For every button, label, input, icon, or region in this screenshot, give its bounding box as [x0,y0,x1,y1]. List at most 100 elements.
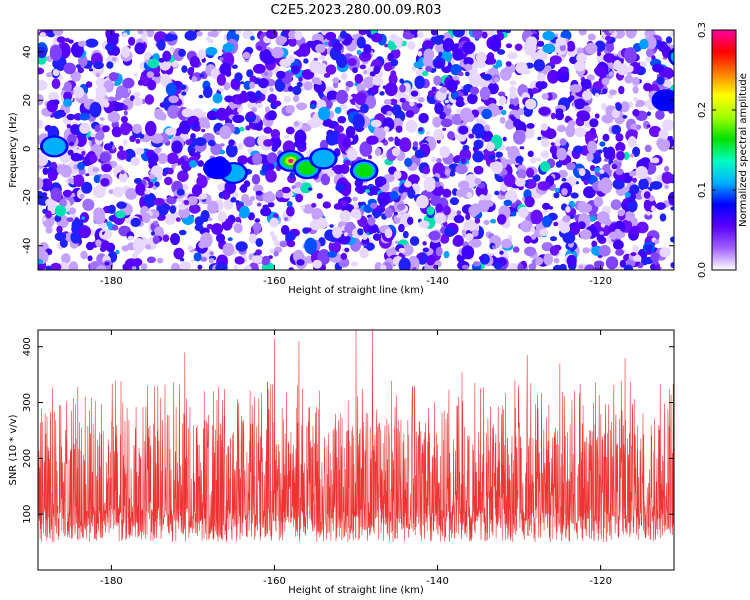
heatmap-cell [377,192,391,206]
heatmap-cell [95,72,101,78]
heatmap-cell [453,235,464,247]
heatmap-cell [601,114,614,124]
heatmap-cell [265,30,278,40]
heatmap-cell [82,198,95,211]
heatmap-cell [499,250,504,255]
heatmap-cell [549,245,560,256]
heatmap-cell [594,113,600,119]
heatmap-cell [632,245,640,253]
heatmap-cell [602,133,610,142]
heatmap-cell [191,259,196,263]
heatmap-cell [347,57,357,67]
heatmap-cell [256,45,263,51]
heatmap-cell [78,112,91,121]
heatmap-cell [610,199,622,211]
heatmap-cell [661,171,674,184]
heatmap-cell [144,189,151,195]
heatmap-cell [246,69,254,78]
heatmap-cell [281,186,291,194]
heatmap-cell [39,32,47,38]
heatmap-cell [197,264,203,270]
heatmap-cell [490,218,497,224]
heatmap-cell [232,191,239,199]
heatmap-cell [53,30,64,36]
heatmap-cell [614,228,621,234]
heatmap-cell [194,137,207,147]
heatmap-cell [356,36,366,49]
heatmap-cell [262,55,276,65]
heatmap-cell [464,63,473,71]
heatmap-cell [53,110,63,119]
heatmap-cell [139,133,145,139]
heatmap-cell [223,82,231,91]
heatmap-cell [565,124,576,138]
heatmap-cell [514,177,526,187]
heatmap-cell [252,63,266,74]
heatmap-cell [80,250,88,260]
heatmap-cell [413,61,424,69]
heatmap-cell [66,113,75,121]
heatmap-cell [303,81,313,91]
heatmap-cell [407,216,414,225]
heatmap-cell [146,256,156,264]
heatmap-cell [401,244,414,256]
heatmap-cell [88,68,94,72]
heatmap-cell [164,213,176,225]
snr-y-axis-label: SNR (10 * v/v) [8,414,19,485]
heatmap-cell [371,32,383,43]
heatmap-cell [561,188,568,196]
heatmap-cell [384,82,398,97]
heatmap-cell [222,242,235,257]
heatmap-cells [38,30,674,270]
heatmap-cell [135,138,141,144]
heatmap-cell [292,85,302,96]
heatmap-cell [422,247,429,253]
heatmap-cell [645,55,652,63]
heatmap-cell [38,258,44,265]
heatmap-cell [644,244,653,251]
heatmap-cell [452,113,463,126]
heatmap-cell [369,87,377,95]
heatmap-cell [286,201,293,208]
heatmap-cell [107,204,116,214]
heatmap-cell [542,209,549,214]
heatmap-cell [352,67,358,74]
heatmap-cell [559,44,566,52]
heatmap-cell [473,165,484,175]
heatmap-cell [174,107,180,112]
heatmap-cell [249,195,256,202]
heatmap-cell [85,173,90,177]
heatmap-cell [154,147,162,154]
heatmap-cell [589,127,597,135]
heatmap-cell [245,125,251,131]
heatmap-cell [115,249,120,255]
heatmap-cell [275,190,284,198]
heatmap-cell [234,256,245,265]
heatmap-cell [116,85,129,98]
heatmap-cell [316,217,328,229]
heatmap-cell [485,200,494,207]
heatmap-cell [220,255,228,262]
heatmap-cell [152,186,157,190]
heatmap-cell [368,223,379,234]
heatmap-cell [286,240,296,248]
heatmap-cell [462,41,476,55]
heatmap-cell [185,139,193,146]
heatmap-cell [285,126,295,135]
heatmap-cell [488,154,496,160]
heatmap-cell [73,174,85,187]
heatmap-cell [101,240,111,251]
heatmap-cell [215,107,228,121]
heatmap-cell [317,249,331,265]
heatmap-panel: -180 -160 -140 -120 -40 -20 0 20 40 Height of s… [8,29,675,296]
heatmap-cell [177,170,189,182]
heatmap-cell [208,258,215,264]
heatmap-cell [409,236,420,246]
heatmap-cell [670,30,674,37]
heatmap-cell [166,152,179,165]
heatmap-cell [443,205,451,216]
heatmap-cell [364,189,370,193]
heatmap-cell [639,38,649,50]
heatmap-cell [399,97,406,103]
heatmap-cell [127,235,135,241]
